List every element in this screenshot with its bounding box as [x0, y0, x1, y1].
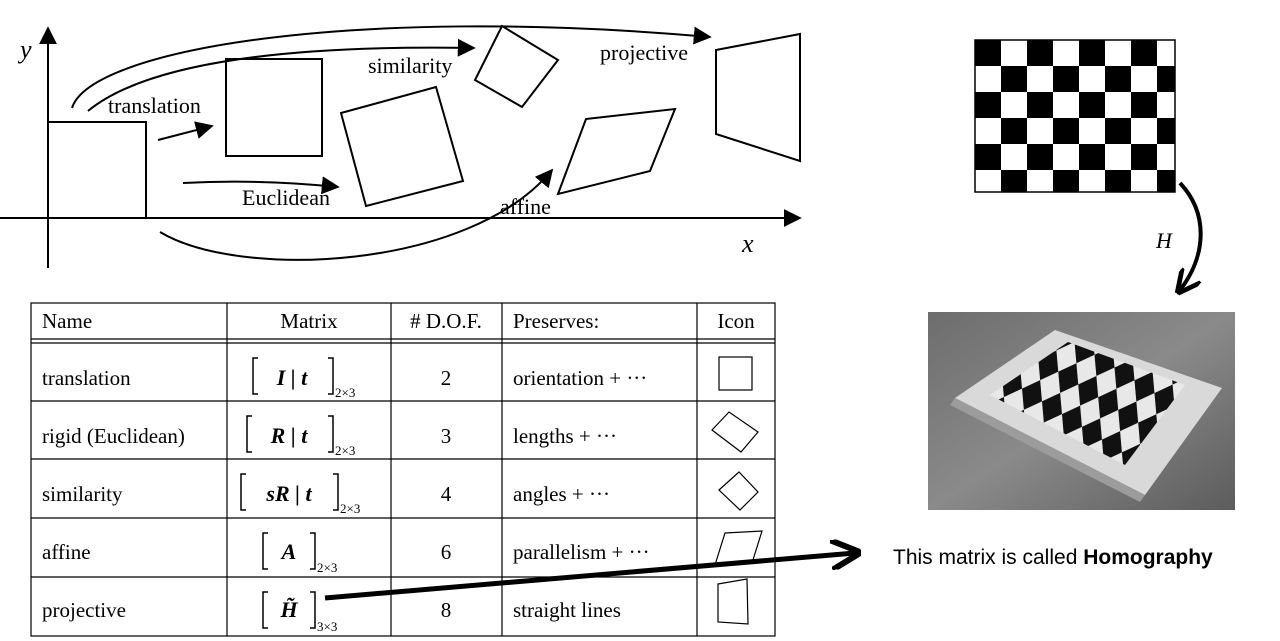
trapezoid-icon: [718, 579, 748, 624]
rotated-square-icon: [712, 412, 758, 452]
row-matrix: sR | t: [265, 481, 312, 506]
row-matrix-size: 2×3: [335, 385, 355, 400]
transform-table: Name Matrix # D.O.F. Preserves: Icon tra…: [31, 303, 775, 636]
translation-label: translation: [108, 93, 201, 118]
translation-arrow: [158, 126, 212, 140]
small-diamond-icon: [719, 472, 758, 510]
header-icon: Icon: [717, 309, 755, 333]
row-matrix-size: 2×3: [335, 443, 355, 458]
x-axis-label: x: [741, 229, 754, 258]
row-matrix: I | t: [276, 365, 308, 390]
row-dof: 2: [441, 366, 452, 390]
header-preserves: Preserves:: [513, 309, 599, 333]
row-dof: 6: [441, 540, 452, 564]
row-preserves: straight lines: [513, 598, 621, 622]
row-matrix: A: [280, 539, 297, 564]
row-matrix-size: 3×3: [317, 619, 337, 634]
header-name: Name: [42, 309, 92, 333]
square-icon: [719, 357, 752, 390]
row-preserves: orientation + ···: [513, 366, 647, 390]
h-transform-arrow: [1180, 183, 1201, 290]
row-preserves: parallelism + ···: [513, 540, 650, 564]
similarity-square: [475, 26, 558, 107]
euclidean-square: [341, 87, 463, 206]
y-axis-label: y: [17, 35, 32, 64]
euclidean-label: Euclidean: [242, 185, 330, 210]
similarity-label: similarity: [368, 53, 452, 78]
projective-label: projective: [600, 40, 688, 65]
row-matrix-size: 2×3: [317, 560, 337, 575]
row-name: affine: [42, 540, 91, 564]
row-dof: 4: [441, 482, 452, 506]
translated-square: [226, 59, 322, 156]
row-name: similarity: [42, 482, 123, 506]
row-name: rigid (Euclidean): [42, 424, 185, 448]
row-dof: 8: [441, 598, 452, 622]
row-matrix: R | t: [270, 423, 309, 448]
affine-label: affine: [500, 194, 551, 219]
row-preserves: lengths + ···: [513, 424, 617, 448]
header-dof: # D.O.F.: [410, 309, 482, 333]
row-matrix-size: 2×3: [340, 501, 360, 516]
affine-parallelogram: [558, 109, 675, 194]
original-square: [48, 122, 146, 218]
checkerboard-photo: [928, 312, 1235, 510]
row-matrix: H̃: [279, 597, 298, 622]
h-label: H: [1155, 228, 1173, 253]
homography-caption: This matrix is called Homography: [893, 546, 1213, 569]
affine-arrow: [160, 170, 552, 260]
checkerboard-pattern: [975, 40, 1175, 192]
row-name: projective: [42, 598, 126, 622]
row-preserves: angles + ···: [513, 482, 610, 506]
row-name: translation: [42, 366, 131, 390]
row-dof: 3: [441, 424, 452, 448]
projective-quad: [716, 34, 800, 161]
header-matrix: Matrix: [280, 309, 338, 333]
